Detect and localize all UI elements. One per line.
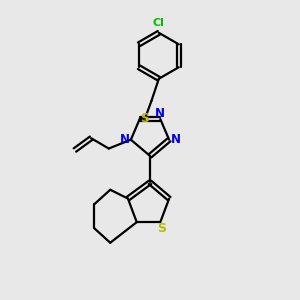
Text: S: S (140, 112, 149, 125)
Text: N: N (120, 133, 130, 146)
Text: N: N (155, 107, 165, 120)
Text: Cl: Cl (153, 18, 165, 28)
Text: N: N (171, 133, 181, 146)
Text: S: S (157, 221, 166, 235)
